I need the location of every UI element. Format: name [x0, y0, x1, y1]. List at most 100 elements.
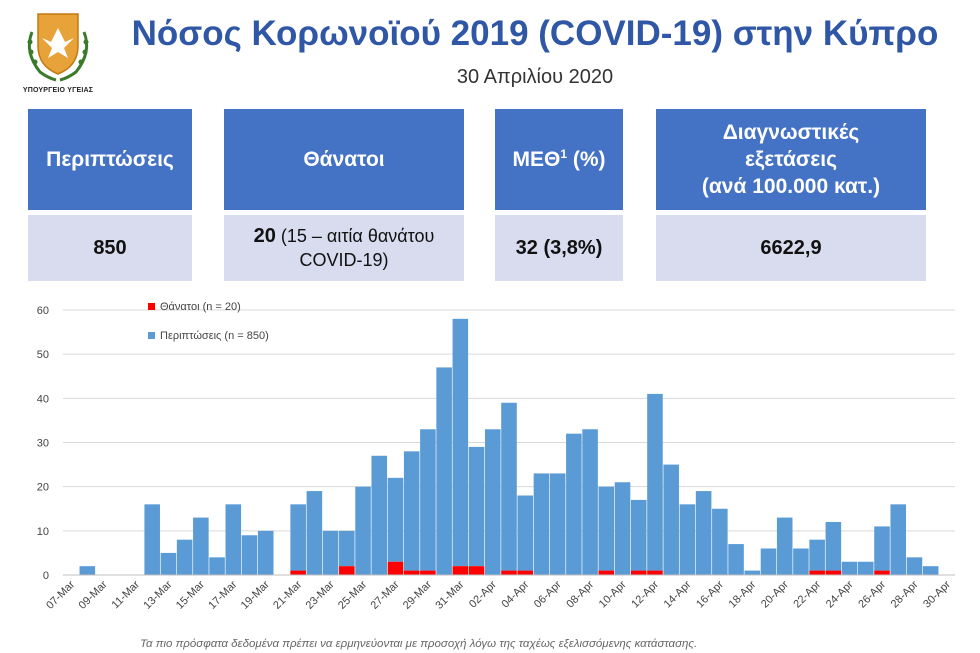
tests-label-c: (ανά 100.000 κατ.) — [701, 175, 881, 199]
y-tick-label: 10 — [37, 526, 49, 538]
cases-bar — [663, 464, 679, 575]
cases-bar — [225, 504, 242, 575]
deaths-bar — [647, 570, 663, 575]
cases-bar — [79, 566, 96, 575]
cases-bar — [339, 530, 355, 567]
cases-bar — [306, 491, 323, 575]
cases-bar — [144, 504, 160, 575]
deaths-detail-a: (15 – αιτία θανάτου — [280, 226, 435, 247]
x-tick-label: 18-Apr — [727, 578, 759, 610]
x-tick-label: 31-Mar — [433, 578, 466, 611]
page-title: Νόσος Κορωνοϊού 2019 (COVID-19) στην Κύπ… — [131, 14, 939, 53]
cases-bar — [257, 530, 274, 575]
x-tick-label: 11-Mar — [110, 578, 143, 611]
tests-card-value: 6622,9 — [656, 215, 926, 281]
cases-bar — [906, 557, 923, 575]
x-tick-label: 06-Apr — [532, 578, 564, 610]
tests-label-b: εξετάσεις — [744, 147, 838, 171]
deaths-value: 20 — [253, 225, 276, 248]
cases-bar — [647, 393, 663, 571]
cases-card-value: 850 — [28, 215, 192, 281]
cases-bar — [549, 473, 566, 575]
legend-label: Περιπτώσεις (n = 850) — [160, 330, 269, 342]
cases-bar — [582, 429, 598, 575]
cases-bar — [922, 566, 939, 575]
y-axis: 0 10 20 30 40 50 60 — [37, 305, 49, 582]
x-tick-label: 10-Apr — [597, 578, 629, 610]
deaths-card-value: 20 (15 – αιτία θανάτου COVID-19) — [224, 215, 464, 281]
x-tick-label: 13-Mar — [141, 578, 174, 611]
deaths-bar — [468, 566, 485, 575]
deaths-bar — [517, 570, 534, 575]
cases-bar — [484, 429, 501, 575]
deaths-bar — [874, 570, 890, 575]
cases-value: 850 — [93, 237, 127, 259]
x-tick-label: 09-Mar — [77, 578, 110, 611]
legend-swatch — [148, 332, 155, 339]
y-tick-label: 0 — [43, 570, 49, 582]
cases-bar — [290, 504, 306, 571]
cases-bar — [387, 477, 404, 562]
cases-bar — [517, 495, 534, 571]
cases-bar — [744, 570, 761, 575]
cases-bar — [193, 517, 209, 575]
deaths-bar — [630, 570, 647, 575]
cases-bar — [241, 535, 258, 575]
deaths-bar — [339, 566, 355, 575]
cases-bar — [176, 539, 193, 575]
daily-cases-chart: 0 10 20 30 40 50 60 07-Mar 09-Mar 11-Mar 13-Mar 15… — [37, 301, 955, 612]
cases-bar — [452, 318, 469, 567]
cases-bar — [695, 491, 712, 575]
icu-label-tail: (%) — [567, 147, 606, 171]
cases-bar — [793, 548, 809, 575]
x-tick-label: 24-Apr — [824, 578, 856, 610]
cases-bar — [679, 504, 696, 575]
x-tick-label: 04-Apr — [499, 578, 531, 610]
x-tick-label: 08-Apr — [564, 578, 596, 610]
icu-value: 32 (3,8%) — [515, 237, 603, 259]
coat-of-arms-icon — [27, 13, 89, 82]
deaths-card-header: Θάνατοι — [224, 109, 464, 210]
deaths-bar — [403, 570, 420, 575]
ministry-name: ΥΠΟΥΡΓΕΙΟ ΥΓΕΙΑΣ — [22, 87, 94, 94]
y-tick-label: 30 — [37, 438, 49, 450]
x-tick-label: 16-Apr — [694, 578, 726, 610]
x-tick-label: 02-Apr — [467, 578, 499, 610]
deaths-bar — [290, 570, 306, 575]
cases-bar — [209, 557, 225, 575]
cases-bar — [890, 504, 907, 575]
ministry-logo: ΥΠΟΥΡΓΕΙΟ ΥΓΕΙΑΣ — [14, 8, 102, 100]
cases-bar — [598, 486, 615, 571]
x-tick-label: 25-Mar — [336, 578, 369, 611]
y-tick-label: 20 — [37, 482, 49, 494]
deaths-bar — [598, 570, 615, 575]
cases-card-header: Περιπτώσεις — [28, 109, 192, 210]
footnote: Τα πιο πρόσφατα δεδομένα πρέπει να ερμην… — [140, 638, 698, 650]
cases-bar — [614, 482, 631, 575]
cases-bar — [858, 561, 874, 575]
cases-bar — [712, 508, 728, 575]
cases-bar — [322, 530, 339, 575]
cases-bar — [566, 433, 582, 575]
cases-bar — [160, 552, 177, 575]
y-tick-label: 60 — [37, 305, 49, 317]
chart-legend: Θάνατοι (n = 20) Περιπτώσεις (n = 850) — [148, 301, 269, 342]
cases-bar — [371, 455, 388, 575]
icu-card-header: ΜΕΘ1 (%) — [495, 109, 623, 210]
x-tick-label: 07-Mar — [44, 578, 77, 611]
cases-bar — [728, 544, 744, 575]
cases-bar — [809, 539, 825, 571]
deaths-bar — [809, 570, 825, 575]
cases-label: Περιπτώσεις — [46, 147, 174, 171]
cases-bar — [825, 522, 842, 571]
legend-swatch — [148, 303, 155, 310]
cases-bar — [355, 486, 371, 575]
chart-bars — [79, 318, 939, 575]
y-tick-label: 50 — [37, 349, 49, 361]
x-tick-label: 12-Apr — [629, 578, 661, 610]
x-tick-label: 29-Mar — [401, 578, 434, 611]
x-tick-label: 27-Mar — [368, 578, 401, 611]
x-tick-label: 19-Mar — [239, 578, 272, 611]
deaths-detail-b: COVID-19) — [299, 250, 389, 271]
tests-value: 6622,9 — [760, 237, 822, 259]
